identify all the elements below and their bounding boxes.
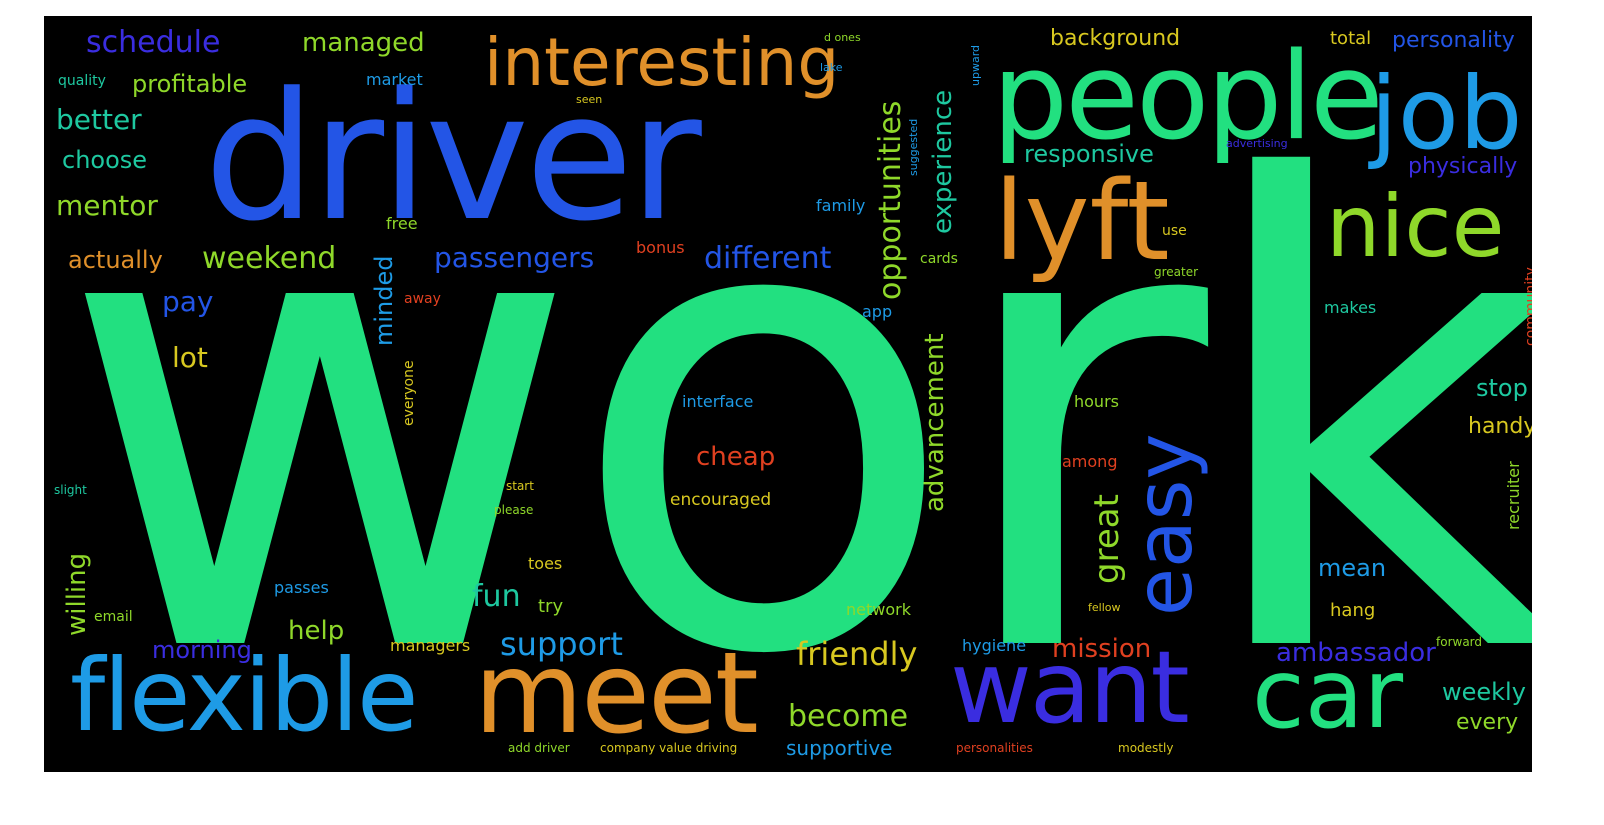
word-nice: nice [1326,177,1505,277]
word-cloud: work driver people job lyft nice flexibl… [44,16,1532,772]
word-ambassador: ambassador [1276,638,1436,668]
word-every: every [1456,710,1519,735]
word-modestly: modestly [1118,741,1174,755]
word-great: great [1087,494,1127,584]
word-handy: handy [1468,414,1532,439]
word-recruiter: recruiter [1504,461,1523,530]
word-interface: interface [682,392,754,411]
word-slight: slight [54,483,87,497]
word-different: different [704,241,832,276]
word-fun: fun [472,579,521,614]
word-forward: forward [1436,635,1483,649]
word-mission: mission [1052,634,1152,664]
word-passengers: passengers [434,241,595,274]
word-family: family [816,196,866,215]
word-use: use [1162,223,1187,239]
word-network: network [846,600,911,619]
word-add-driver: add driver [508,741,570,755]
word-stop: stop [1476,374,1528,402]
word-email: email [94,609,133,625]
word-job: job [1370,55,1523,172]
word-choose: choose [62,146,148,174]
word-better: better [56,103,142,136]
word-support: support [500,625,623,663]
word-background: background [1050,26,1181,51]
word-supportive: supportive [786,736,893,760]
word-d-ones: d ones [824,31,861,44]
word-passes: passes [274,578,329,597]
word-market: market [366,70,423,89]
word-greater: greater [1154,265,1199,279]
word-start: start [506,479,534,493]
word-meet: meet [474,629,759,759]
word-makes: makes [1324,298,1377,317]
word-cards: cards [920,251,958,267]
word-easy: easy [1120,433,1210,616]
word-everyone: everyone [401,360,417,426]
word-hang: hang [1330,600,1376,621]
word-profitable: profitable [132,70,248,98]
word-managed: managed [302,28,425,58]
word-encouraged: encouraged [670,490,772,510]
word-work: work [58,49,1532,772]
word-help: help [288,616,345,646]
word-among: among [1062,452,1118,471]
word-personality: personality [1392,28,1515,53]
word-free: free [386,214,418,233]
word-lyft: lyft [994,157,1170,285]
word-flexible: flexible [70,637,418,754]
word-schedule: schedule [86,25,221,60]
word-willing: willing [62,552,92,636]
word-please: please [494,503,534,517]
word-try: try [538,596,564,617]
word-company-value: company value driving [600,741,738,755]
word-driver: driver [204,55,702,260]
word-want: want [950,629,1190,746]
word-advancement: advancement [920,333,950,512]
word-away: away [404,291,441,307]
word-hygiene: hygiene [962,636,1027,655]
word-minded: minded [370,255,398,347]
word-cheap: cheap [696,442,776,472]
word-upward: upward [969,44,982,86]
word-people: people [992,28,1384,167]
word-become: become [788,699,909,734]
word-pay: pay [162,285,214,318]
word-lot: lot [172,341,208,374]
word-responsive: responsive [1024,140,1154,168]
word-toes: toes [528,554,563,573]
word-advertising: advertising [1226,137,1288,150]
word-community: community [1523,267,1532,346]
word-opportunities: opportunities [873,100,908,300]
word-car: car [1252,638,1404,750]
word-experience: experience [928,89,958,234]
word-weekly: weekly [1442,678,1526,706]
word-seen: seen [576,93,603,106]
word-friendly: friendly [796,635,918,673]
word-interesting: interesting [484,24,840,101]
word-bonus: bonus [636,238,685,257]
word-quality: quality [58,73,106,89]
word-weekend: weekend [202,241,337,276]
word-lake: lake [820,61,843,74]
word-hours: hours [1074,392,1119,411]
word-morning: morning [152,636,252,664]
word-app: app [862,302,893,321]
word-mean: mean [1318,554,1387,582]
word-total: total [1330,28,1372,49]
word-personalities: personalities [956,741,1033,755]
word-actually: actually [68,246,163,274]
word-physically: physically [1408,154,1518,179]
word-fellow: fellow [1088,601,1121,614]
word-suggested: suggested [907,118,920,176]
word-managers: managers [390,636,471,655]
word-mentor: mentor [56,189,158,222]
